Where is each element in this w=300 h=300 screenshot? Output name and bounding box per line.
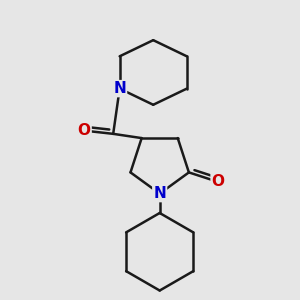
Text: N: N: [153, 186, 166, 201]
Text: O: O: [78, 123, 91, 138]
Text: O: O: [212, 174, 225, 189]
Text: N: N: [113, 81, 126, 96]
